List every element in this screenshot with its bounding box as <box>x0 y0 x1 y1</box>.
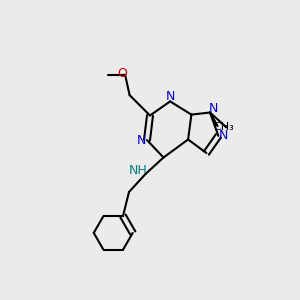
Text: CH₃: CH₃ <box>214 122 235 133</box>
Text: N: N <box>219 129 229 142</box>
Text: N: N <box>208 101 218 115</box>
Text: NH: NH <box>129 164 147 178</box>
Text: O: O <box>117 67 127 80</box>
Text: N: N <box>137 134 146 147</box>
Text: N: N <box>165 90 175 103</box>
